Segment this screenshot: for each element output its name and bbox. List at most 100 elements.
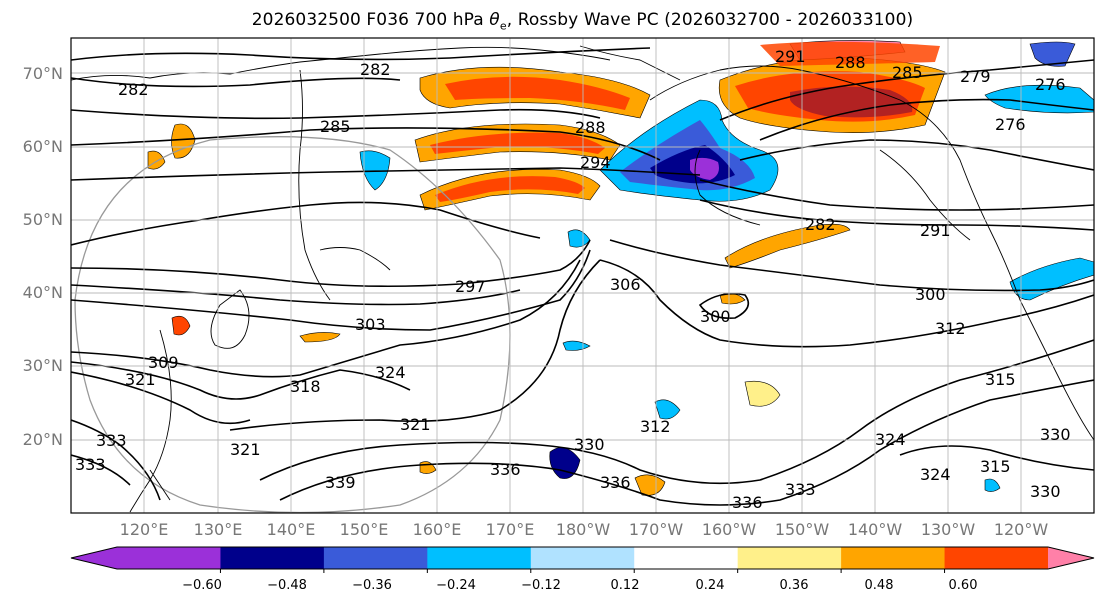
contour-label: 282	[360, 60, 391, 79]
contour-label: 306	[610, 275, 641, 294]
lon-label: 170°W	[628, 520, 684, 539]
negative-anomaly-mid	[1029, 41, 1076, 67]
contour-label: 297	[455, 277, 486, 296]
lon-label: 150°W	[774, 520, 830, 539]
positive-anomaly-region	[760, 41, 940, 66]
great-circle-outline	[74, 136, 511, 513]
contour-label: 288	[835, 53, 866, 72]
contour-label: 312	[935, 319, 966, 338]
theta-e-contours	[71, 47, 1094, 506]
lon-label: 120°E	[119, 520, 169, 539]
positive-anomaly-core	[430, 132, 605, 154]
contour-label: 285	[320, 117, 351, 136]
negative-anomaly-region	[984, 84, 1094, 114]
lon-label: 140°W	[847, 520, 903, 539]
lon-label: 150°E	[339, 520, 389, 539]
contour-label: 324	[875, 430, 906, 449]
colorbar-segment	[530, 547, 635, 569]
lon-label: 140°E	[266, 520, 316, 539]
colorbar-tick-label: 0.60	[948, 578, 978, 593]
colorbar-over-triangle	[1048, 547, 1094, 569]
lon-label: 120°W	[993, 520, 1049, 539]
contour-label: 285	[892, 63, 923, 82]
lon-label: 160°W	[701, 520, 757, 539]
contour-label: 333	[75, 455, 106, 474]
colorbar-tick-label: −0.24	[436, 578, 476, 593]
contour-label: 288	[575, 118, 606, 137]
contour-label: 333	[96, 431, 127, 450]
colorbar-outline	[70, 546, 1095, 570]
colorbar-under-triangle	[71, 547, 117, 569]
lat-label: 30°N	[22, 356, 63, 375]
contour-label: 312	[640, 417, 671, 436]
contour-label: 309	[148, 353, 179, 372]
lat-label: 40°N	[22, 283, 63, 302]
negative-anomaly-region	[984, 478, 1001, 492]
colorbar-tick-label: 0.24	[695, 578, 725, 593]
contour-label: 333	[785, 480, 816, 499]
colorbar-segment	[323, 547, 428, 569]
colorbar-tick-label: −0.48	[267, 578, 307, 593]
contour-label: 282	[118, 80, 149, 99]
lon-label: 170°E	[485, 520, 535, 539]
contour-label: 279	[960, 67, 991, 86]
colorbar-segment	[427, 547, 532, 569]
contour-label: 324	[920, 465, 951, 484]
colorbar-segment	[841, 547, 946, 569]
contour-label: 318	[290, 377, 321, 396]
colorbar-segment	[117, 547, 221, 569]
positive-anomaly-region	[171, 123, 196, 159]
contour-label: 330	[1030, 482, 1061, 501]
map-title: 2026032500 F036 700 hPa θe, Rossby Wave …	[251, 10, 914, 33]
contour-label: 321	[125, 370, 156, 389]
lat-label: 70°N	[22, 64, 63, 83]
contour-label: 321	[230, 440, 261, 459]
contour-label: 336	[490, 460, 521, 479]
colorbar-segment	[944, 547, 1049, 569]
colorbar-segment	[737, 547, 842, 569]
contour-label: 276	[1035, 75, 1066, 94]
contour-label: 303	[355, 315, 386, 334]
contour-label: 330	[1040, 425, 1071, 444]
colorbar-tick-label: 0.36	[779, 578, 809, 593]
positive-anomaly-max	[790, 86, 913, 118]
contour-label: 321	[400, 415, 431, 434]
positive-anomaly-region	[724, 223, 851, 269]
contour-label: 291	[775, 47, 806, 66]
contour-label: 294	[580, 153, 611, 172]
colorbar-segment	[634, 547, 739, 569]
negative-anomaly-region	[654, 399, 681, 420]
lon-label: 180°W	[555, 520, 611, 539]
colorbar-segments	[71, 547, 1094, 569]
contour-label: 315	[980, 457, 1011, 476]
contour-label: 336	[732, 493, 763, 512]
map-frame	[70, 37, 1095, 514]
contour-labels: 282 282 285 288 291 288 285 279 276 276 …	[75, 47, 1071, 512]
colorbar-ticks	[219, 569, 946, 573]
contour-label: 300	[915, 285, 946, 304]
colorbar-tick-label: 0.48	[864, 578, 894, 593]
positive-anomaly-core	[445, 76, 630, 110]
contour-label: 339	[325, 473, 356, 492]
contour-label: 324	[375, 363, 406, 382]
gridlines	[71, 38, 1094, 513]
positive-anomaly-region	[299, 332, 341, 343]
contour-label: 330	[574, 435, 605, 454]
contour-label: 315	[985, 370, 1016, 389]
contour-label: 291	[920, 221, 951, 240]
lat-label: 60°N	[22, 137, 63, 156]
contour-label: 336	[600, 473, 631, 492]
positive-anomaly-region	[744, 381, 781, 407]
lat-label: 20°N	[22, 430, 63, 449]
lon-label: 130°E	[193, 520, 243, 539]
contour-label: 282	[805, 215, 836, 234]
colorbar-tick-label: −0.36	[352, 578, 392, 593]
colorbar-tick-label: −0.12	[521, 578, 561, 593]
colorbar-tick-label: 0.12	[610, 578, 640, 593]
lon-label: 130°W	[920, 520, 976, 539]
contour-label: 276	[995, 115, 1026, 134]
coastlines	[71, 45, 1094, 513]
colorbar-segment	[220, 547, 325, 569]
